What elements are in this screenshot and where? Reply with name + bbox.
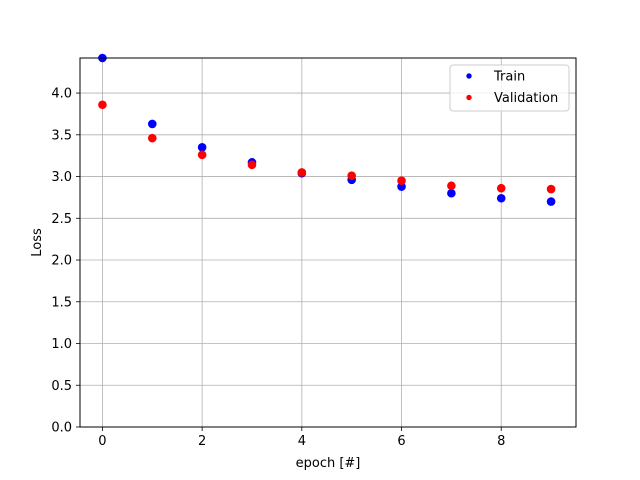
grid-layer xyxy=(80,58,576,428)
x-tick-label: 8 xyxy=(497,434,505,449)
validation-point xyxy=(147,133,157,143)
validation-point xyxy=(297,168,307,177)
x-tick-label: 2 xyxy=(198,434,206,449)
train-point xyxy=(197,143,207,152)
validation-point xyxy=(247,160,257,170)
y-tick-label: 1.5 xyxy=(51,295,72,310)
x-axis-label: epoch [#] xyxy=(296,456,361,471)
x-tick-label: 4 xyxy=(298,434,306,449)
validation-point xyxy=(347,171,356,181)
tick-layer: 0 2 4 6 8 0.0 0.5 1.0 1.5 2.0 2.5 3.0 3.5 4.0 xyxy=(51,87,505,449)
y-tick-label: 4.0 xyxy=(51,87,72,102)
legend-box xyxy=(449,64,570,112)
y-axis-label: Loss xyxy=(30,228,45,257)
train-point xyxy=(147,119,157,129)
validation-point xyxy=(197,150,207,160)
legend-validation-marker xyxy=(466,94,472,101)
validation-point xyxy=(98,100,107,110)
legend-train-label: Train xyxy=(493,70,525,85)
legend-train-marker xyxy=(466,73,472,79)
x-tick-label: 6 xyxy=(397,434,405,449)
y-tick-label: 2.0 xyxy=(51,254,72,269)
y-tick-label: 0.5 xyxy=(51,379,72,394)
y-tick-label: 0.0 xyxy=(51,421,72,436)
y-tick-label: 1.0 xyxy=(51,337,72,352)
y-tick-label: 3.0 xyxy=(51,170,72,185)
plot-frame xyxy=(79,57,577,428)
y-tick-label: 2.5 xyxy=(51,212,72,227)
validation-point xyxy=(447,181,456,191)
validation-point xyxy=(546,184,556,194)
y-tick-label: 3.5 xyxy=(51,128,72,143)
validation-point xyxy=(496,183,506,193)
points-layer xyxy=(98,53,556,206)
validation-point xyxy=(397,176,406,186)
legend: Train Validation xyxy=(449,64,570,112)
train-point xyxy=(496,193,506,203)
legend-validation-label: Validation xyxy=(494,91,558,106)
train-point xyxy=(546,197,556,206)
train-point xyxy=(447,188,456,198)
x-tick-label: 0 xyxy=(98,434,106,449)
